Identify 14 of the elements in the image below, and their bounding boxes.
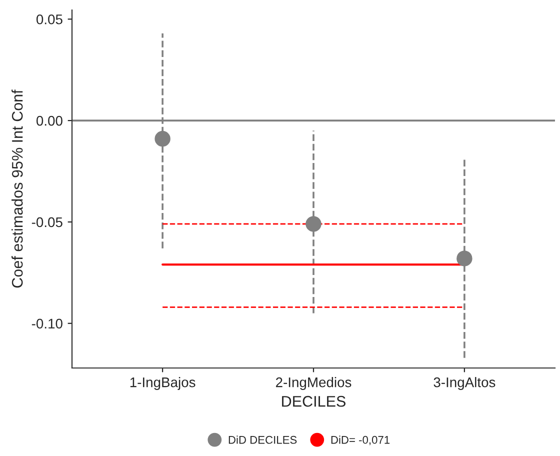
legend-label: DiD= -0,071	[331, 436, 390, 446]
y-tick-label: 0.00	[36, 116, 62, 126]
point	[154, 130, 170, 147]
y-tick-label: 0.05	[36, 14, 62, 24]
x-axis-title: DECILES	[282, 396, 346, 407]
x-tick-label: 3-IngAltos	[434, 377, 496, 390]
y-tick-label: -0.05	[32, 217, 62, 228]
y-axis-title: Coef estimados 95% Int Conf	[12, 90, 23, 288]
point	[456, 250, 472, 266]
x-tick-label: 1-IngBajos	[130, 377, 196, 390]
x-tick-label: 2-IngMedios	[276, 377, 352, 390]
legend-label: DiD DECILES	[228, 436, 297, 444]
point	[306, 216, 322, 232]
y-tick-label: -0.10	[32, 318, 62, 329]
